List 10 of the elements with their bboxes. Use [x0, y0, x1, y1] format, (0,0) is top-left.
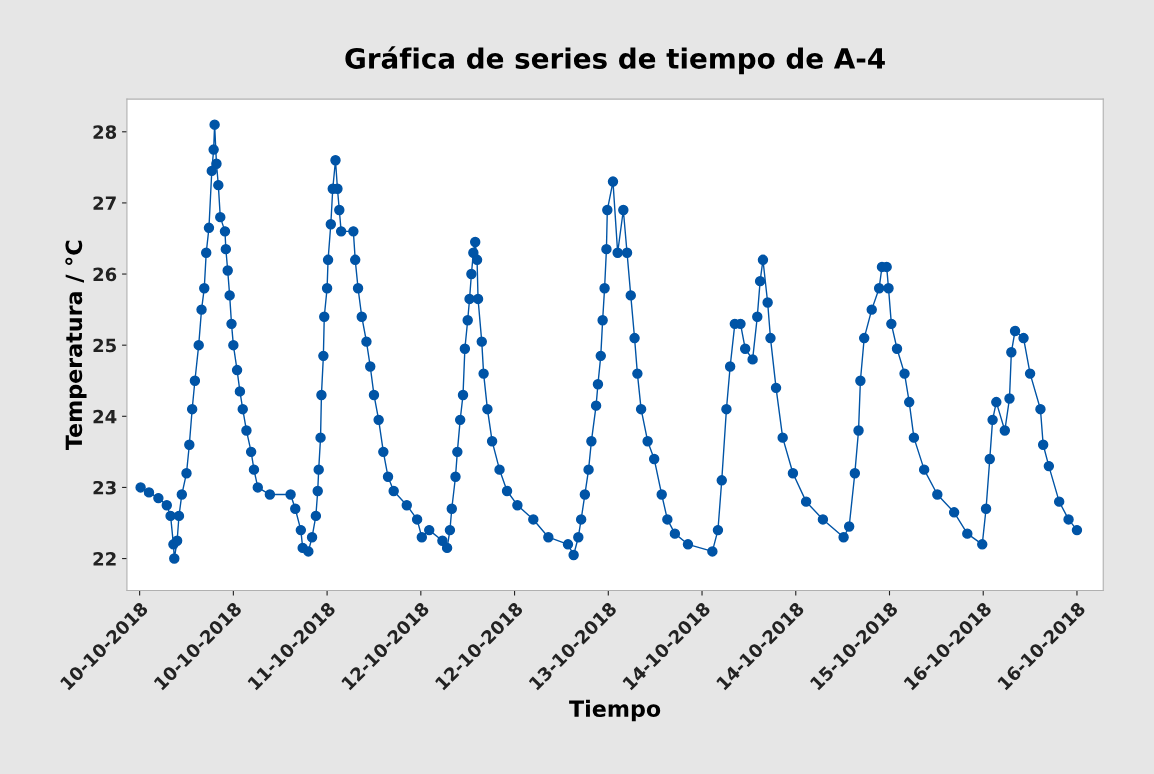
x-axis-title: Tiempo — [569, 699, 661, 722]
chart-title: Gráfica de series de tiempo de A-4 — [345, 46, 885, 75]
y-tick-label: 26 — [93, 267, 117, 282]
y-tick-label: 22 — [93, 552, 116, 566]
y-tick-label: 23 — [93, 480, 116, 495]
y-tick-label: 24 — [93, 409, 117, 424]
y-tick-label: 25 — [93, 338, 116, 353]
y-tick-label: 27 — [93, 196, 116, 210]
y-tick-label: 28 — [93, 125, 117, 139]
y-axis-title: Temperatura / °C — [65, 240, 87, 451]
